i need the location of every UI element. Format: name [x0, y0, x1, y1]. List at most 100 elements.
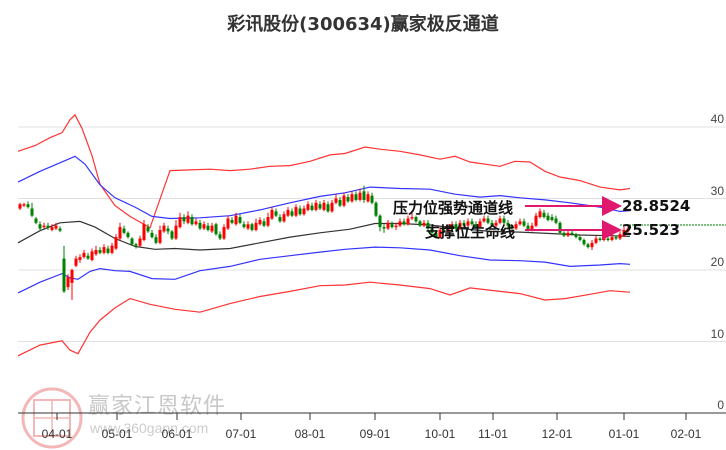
candle: [74, 258, 78, 266]
candle: [494, 222, 498, 226]
candle: [534, 215, 538, 226]
candle: [486, 218, 490, 223]
candle: [154, 237, 158, 243]
candle: [22, 204, 26, 206]
candle: [318, 204, 322, 209]
candle: [526, 225, 530, 230]
candle: [306, 204, 310, 210]
candle: [602, 238, 606, 240]
candle: [322, 202, 326, 210]
candle: [502, 218, 506, 223]
candle: [258, 219, 262, 225]
resistance-label: 压力位强势通道线: [393, 199, 514, 217]
candle: [466, 221, 470, 226]
inner_upper-line: [17, 155, 631, 220]
candle: [570, 232, 574, 235]
candle: [450, 224, 454, 228]
candle: [462, 222, 466, 226]
candle: [70, 270, 74, 283]
candle: [102, 247, 106, 253]
candle: [554, 218, 558, 223]
candle: [54, 225, 58, 229]
candle: [130, 238, 134, 245]
candle: [246, 224, 250, 229]
y-tick-label: 0: [717, 398, 724, 412]
candle: [30, 208, 34, 216]
candle: [378, 215, 382, 228]
candle: [622, 229, 626, 236]
candle: [58, 228, 62, 231]
channel-lines: [17, 113, 631, 357]
x-tick-label: 07-01: [225, 427, 257, 441]
watermark-seal-icon: [18, 386, 86, 450]
candle: [202, 224, 206, 229]
candle: [530, 225, 534, 230]
candle: [562, 232, 566, 236]
candle: [286, 209, 290, 216]
candle: [346, 197, 350, 202]
candle: [586, 244, 590, 248]
candle: [510, 225, 514, 229]
candlesticks: [18, 185, 630, 301]
x-tick-label: 02-01: [670, 427, 702, 441]
candle: [162, 225, 166, 232]
candle: [146, 227, 150, 232]
y-tick-label: 10: [710, 326, 724, 341]
candle: [558, 222, 562, 233]
candle: [110, 245, 114, 253]
candle: [134, 244, 138, 246]
candle: [86, 255, 90, 259]
candle: [310, 205, 314, 210]
candle: [46, 225, 50, 228]
support-value: 25.523: [622, 221, 680, 239]
candle: [394, 225, 398, 228]
candle: [190, 217, 194, 225]
candle: [218, 234, 222, 239]
candle: [478, 221, 482, 228]
candle: [298, 208, 302, 215]
candle: [398, 221, 402, 226]
x-tick-label: 04-01: [41, 427, 73, 441]
candle: [362, 191, 366, 200]
candle: [282, 214, 286, 222]
y-tick-label: 40: [710, 112, 724, 126]
candle: [458, 222, 462, 229]
candle: [270, 209, 274, 219]
candle: [198, 222, 202, 229]
candle: [470, 221, 474, 225]
candle: [594, 238, 598, 243]
candle: [34, 218, 38, 223]
candle: [422, 222, 426, 226]
y-tick-label: 30: [710, 183, 724, 198]
y-tick-label: 20: [710, 255, 724, 269]
candle: [626, 228, 630, 232]
candle: [182, 217, 186, 222]
candle: [454, 224, 458, 229]
candle: [342, 195, 346, 206]
x-axis: [18, 412, 726, 420]
candle: [358, 192, 362, 200]
candle: [122, 228, 126, 233]
candle: [50, 227, 54, 230]
support-label: 支撑位生命线: [425, 223, 516, 241]
candle: [314, 202, 318, 210]
candle: [150, 232, 154, 238]
candle: [326, 204, 330, 212]
candle: [366, 194, 370, 202]
candle: [490, 222, 494, 226]
candle: [186, 215, 190, 223]
x-tick-label: 05-01: [101, 427, 133, 441]
candle: [434, 232, 438, 238]
candle: [614, 237, 618, 239]
candle: [566, 232, 570, 236]
candle: [194, 221, 198, 225]
watermark-url: www.360gann.com: [90, 420, 209, 436]
candle: [94, 249, 98, 255]
candle: [242, 224, 246, 228]
candle: [406, 218, 410, 225]
candle: [390, 224, 394, 228]
candle: [354, 194, 358, 200]
candle: [302, 208, 306, 215]
chart-title: 彩讯股份(300634)赢家极反通道: [227, 14, 499, 35]
